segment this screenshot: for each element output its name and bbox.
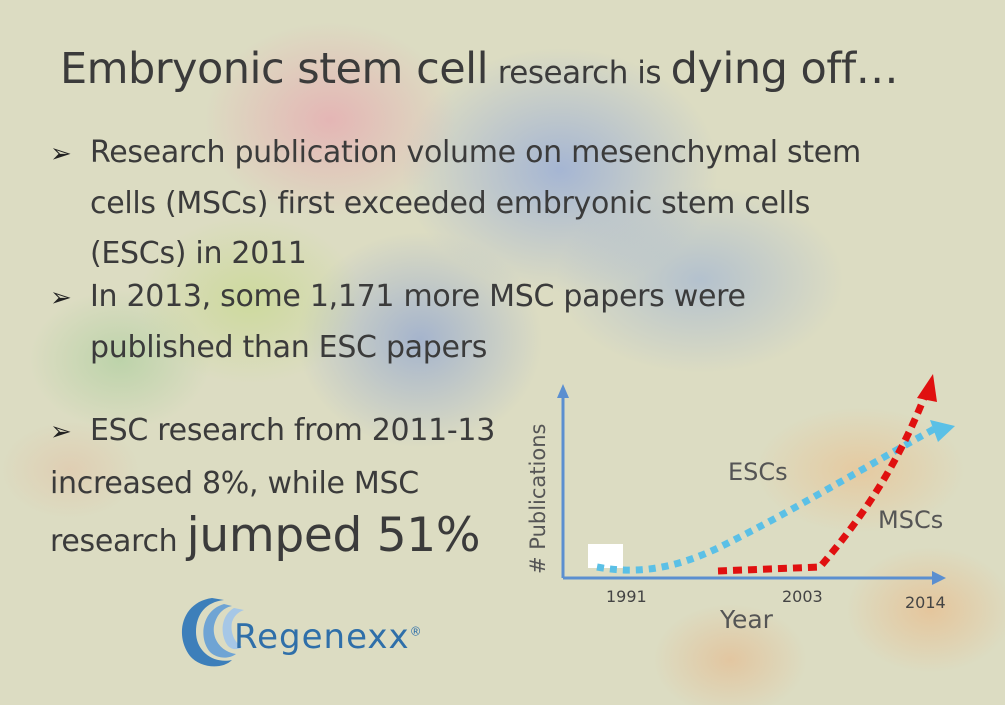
bullet3-line2: increased 8%, while MSC (50, 466, 419, 501)
logo-wordmark: Regenexx® (234, 617, 423, 657)
arrow-bullet-icon: ➢ (50, 417, 72, 447)
bullet3-emphasis: jumped 51% (186, 508, 481, 563)
title-part-2: research is (497, 55, 662, 91)
registered-mark: ® (409, 624, 423, 639)
bullet-growth-comparison: ➢ ESC research from 2011-13 increased 8%,… (50, 405, 530, 568)
bullet-2013-papers: ➢ In 2013, some 1,171 more MSC papers wer… (50, 272, 850, 373)
bullet3-line3: research (50, 524, 178, 559)
bullet2-line1: In 2013, some 1,171 more MSC papers were (90, 279, 746, 314)
title-part-1: Embryonic stem cell (60, 44, 489, 94)
bullet-msc-exceeded: ➢ Research publication volume on mesenchy… (50, 128, 910, 279)
bullet1-line1: Research publication volume on mesenchym… (90, 135, 861, 170)
bullet3-line1: ESC research from 2011-13 (90, 413, 496, 448)
slide-title: Embryonic stem cell research is dying of… (60, 44, 899, 94)
title-part-3: dying off… (670, 44, 899, 94)
bullet1-line2: cells (MSCs) first exceeded embryonic st… (90, 186, 811, 221)
logo-text: Regenexx (234, 617, 410, 657)
bullet1-line3: (ESCs) in 2011 (90, 236, 307, 271)
bullet2-line2: published than ESC papers (90, 330, 488, 365)
regenexx-swirl-logo (181, 598, 244, 667)
arrow-bullet-icon: ➢ (50, 283, 72, 313)
arrow-bullet-icon: ➢ (50, 139, 72, 169)
